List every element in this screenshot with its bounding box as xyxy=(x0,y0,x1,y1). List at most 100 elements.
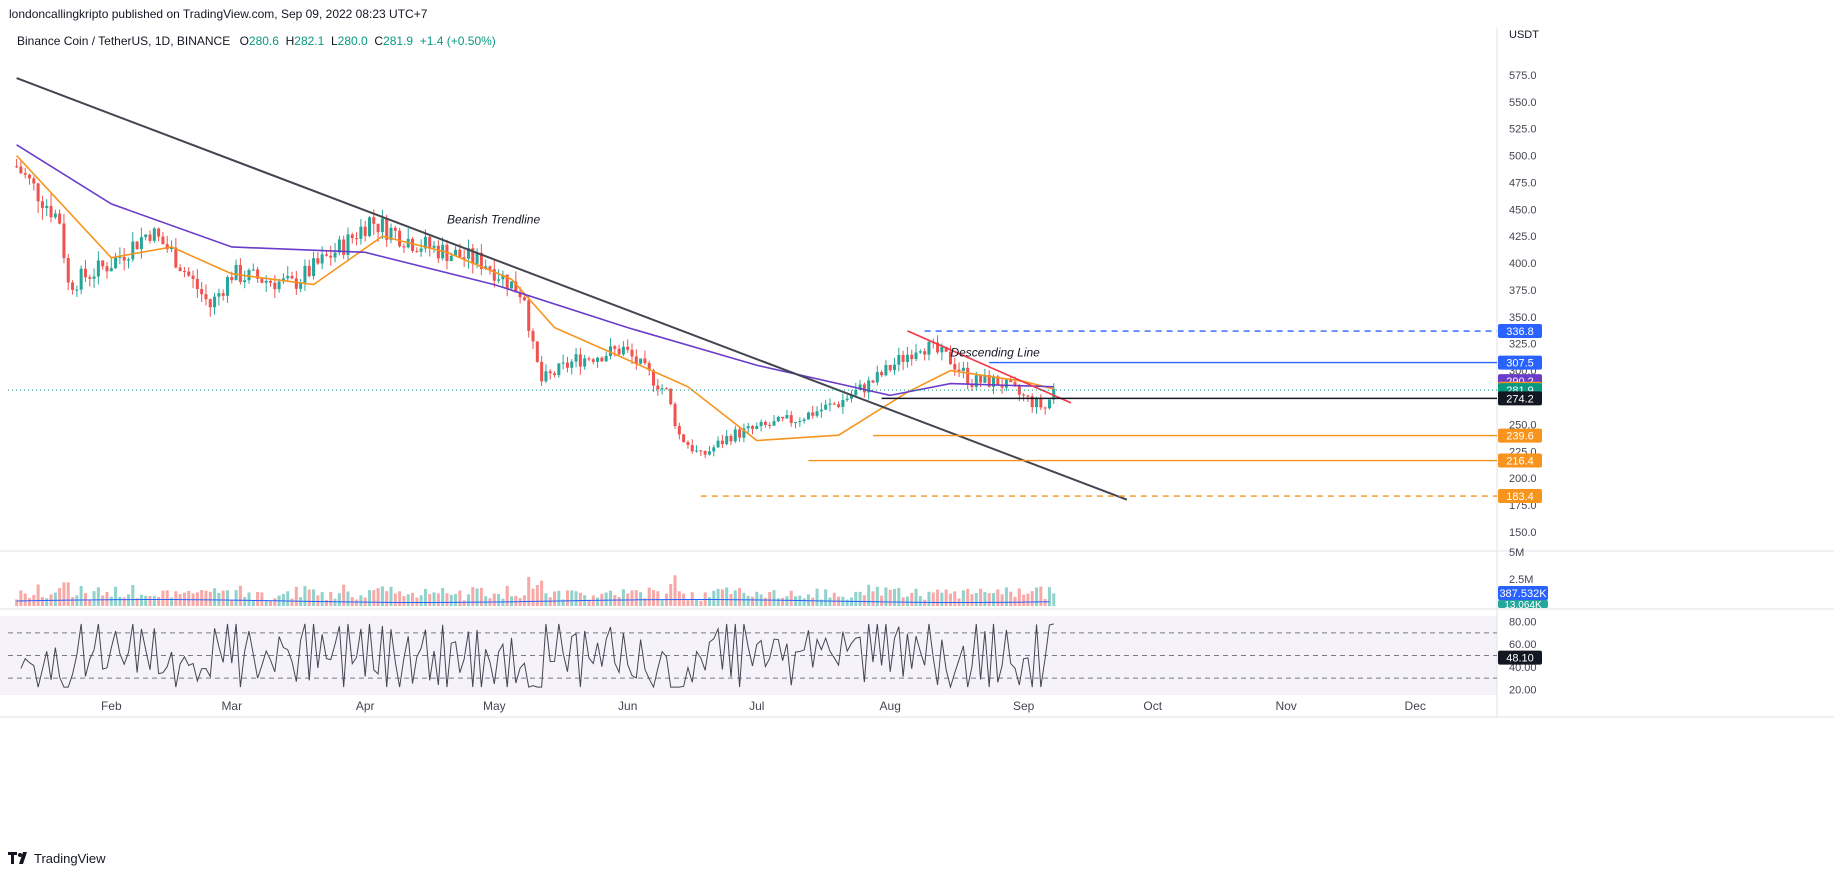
ma-line-long-ma xyxy=(16,144,1054,397)
candle-body xyxy=(923,351,927,355)
volume-bar xyxy=(419,595,423,606)
volume-bar xyxy=(372,590,376,606)
candle-body xyxy=(776,416,780,422)
candle-body xyxy=(966,367,970,384)
candle-body xyxy=(251,269,255,271)
candle-body xyxy=(1009,379,1013,383)
candle-body xyxy=(66,258,70,283)
volume-bar xyxy=(294,586,298,606)
volume-bar xyxy=(256,591,260,606)
footer-brand[interactable]: TradingView xyxy=(8,848,106,868)
candle-body xyxy=(398,230,402,247)
volume-bar xyxy=(1009,591,1013,606)
volume-bar xyxy=(630,590,634,606)
volume-bar xyxy=(221,590,225,606)
volume-ma-line xyxy=(16,599,1050,603)
candle-body xyxy=(1035,398,1039,408)
volume-bar xyxy=(854,591,858,606)
candle-body xyxy=(174,247,178,268)
volume-bar xyxy=(720,589,724,606)
volume-bar xyxy=(961,590,965,606)
candle-body xyxy=(264,280,268,283)
volume-bar xyxy=(402,596,406,606)
volume-bar xyxy=(673,575,677,606)
rsi-badge xyxy=(1498,650,1542,665)
candle-body xyxy=(720,440,724,445)
volume-bar xyxy=(940,592,944,606)
candle-body xyxy=(880,372,884,376)
volume-bar xyxy=(923,599,927,606)
candle-body xyxy=(1000,384,1004,388)
volume-bar xyxy=(243,597,247,606)
candle-body xyxy=(712,447,716,452)
candle-body xyxy=(802,419,806,421)
volume-bar xyxy=(884,587,888,606)
candle-body xyxy=(277,281,281,290)
candle-body xyxy=(299,282,303,289)
candle-body xyxy=(677,425,681,435)
candle-body xyxy=(768,424,772,426)
price-chart[interactable]: USDT 575.0 550.0 525.0 500.0 475.0 450.0 425.0 4… xyxy=(0,0,1834,848)
candle-body xyxy=(363,226,367,237)
volume-bar xyxy=(514,595,518,606)
volume-bar xyxy=(509,596,514,606)
volume-bar xyxy=(441,587,445,606)
volume-bar xyxy=(251,600,255,606)
x-tick-label: Oct xyxy=(1143,699,1162,713)
volume-bar xyxy=(174,591,178,606)
candle-body xyxy=(837,404,841,407)
candle-body xyxy=(79,268,83,290)
candle-body xyxy=(798,420,802,423)
volume-bar xyxy=(411,592,415,606)
candle-body xyxy=(647,362,651,371)
volume-bar xyxy=(200,589,204,606)
candle-body xyxy=(905,354,909,362)
candle-body xyxy=(385,218,389,240)
y-tick-label: 475.0 xyxy=(1509,177,1537,189)
tradingview-logo-icon xyxy=(8,852,30,864)
descending-line xyxy=(907,330,1072,404)
candle-body xyxy=(841,400,845,407)
candle-body xyxy=(497,279,501,281)
level-badge xyxy=(1498,324,1542,339)
candle-body xyxy=(501,274,505,280)
level-badge-label: 274.2 xyxy=(1506,393,1534,405)
volume-bar xyxy=(604,592,608,606)
volume-bar xyxy=(131,584,135,606)
volume-bar xyxy=(118,596,122,606)
volume-bar xyxy=(858,591,862,606)
y-tick-label: 250.0 xyxy=(1509,419,1537,431)
x-tick-label: Sep xyxy=(1013,699,1035,713)
candle-body xyxy=(806,412,810,420)
candle-body xyxy=(1043,407,1047,409)
candle-body xyxy=(479,252,483,270)
volume-bar xyxy=(621,589,625,606)
volume-bar xyxy=(974,592,978,606)
candle-body xyxy=(135,241,139,250)
rsi-axis-label: 40.00 xyxy=(1509,662,1537,674)
candle-body xyxy=(626,346,630,350)
candle-body xyxy=(974,375,978,387)
volume-bar xyxy=(1047,587,1051,606)
volume-bar xyxy=(768,591,772,606)
change-value: +1.4 (+0.50%) xyxy=(419,34,496,48)
volume-bar xyxy=(423,588,427,606)
volume-bar xyxy=(234,590,238,606)
volume-bar xyxy=(471,587,475,606)
volume-bar xyxy=(535,584,539,606)
candle-body xyxy=(157,228,161,237)
candle-body xyxy=(824,404,828,410)
candle-body xyxy=(88,277,92,279)
volume-bar xyxy=(66,582,70,606)
volume-bar xyxy=(991,593,996,606)
volume-bar xyxy=(135,598,139,606)
candle-body xyxy=(208,299,212,308)
candle-body xyxy=(613,346,617,349)
candle-body xyxy=(320,254,324,264)
volume-bar xyxy=(1030,591,1034,606)
volume-bar xyxy=(324,599,328,606)
candle-body xyxy=(131,241,135,260)
candle-body xyxy=(901,355,905,362)
candle-body xyxy=(544,371,548,382)
volume-bar xyxy=(733,590,737,606)
